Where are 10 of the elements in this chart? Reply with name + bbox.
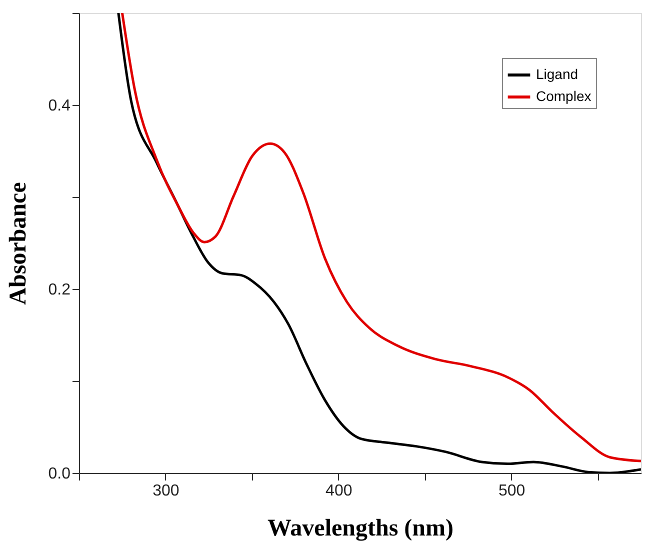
y-tick-label: 0.4 [48, 98, 71, 114]
x-axis-title: Wavelengths (nm) [268, 516, 454, 542]
x-tick-label: 400 [326, 482, 352, 500]
y-tick-label: 0.0 [48, 466, 71, 482]
x-tick-label: 500 [498, 482, 526, 500]
y-axis-title: Absorbance [5, 182, 32, 305]
y-tick-label: 0.2 [48, 282, 71, 298]
legend-label: Complex [536, 88, 592, 104]
legend-label: Ligand [536, 66, 578, 82]
x-tick-label: 300 [152, 482, 180, 500]
